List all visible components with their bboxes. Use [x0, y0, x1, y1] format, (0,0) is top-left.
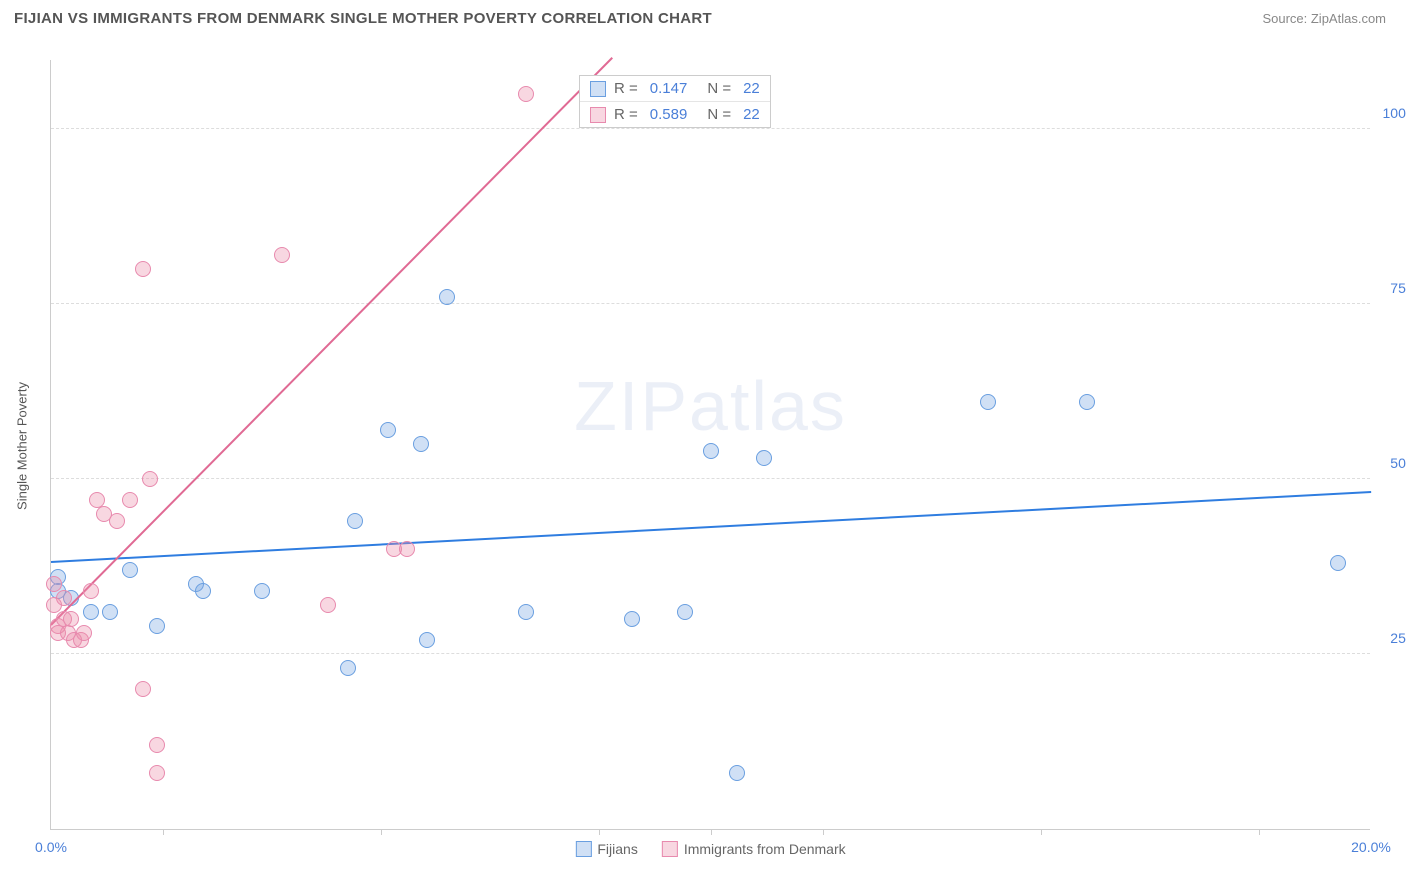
n-label: N =: [707, 106, 731, 123]
data-point: [980, 394, 996, 410]
n-value: 22: [743, 106, 760, 123]
correlation-row: R = 0.589 N = 22: [580, 102, 770, 127]
data-point: [1079, 394, 1095, 410]
data-point: [122, 492, 138, 508]
x-tick: [1041, 829, 1042, 835]
series-legend-item: Immigrants from Denmark: [662, 841, 846, 857]
data-point: [46, 576, 62, 592]
data-point: [413, 436, 429, 452]
legend-swatch: [590, 81, 606, 97]
x-tick: [599, 829, 600, 835]
y-tick-label: 50.0%: [1390, 455, 1406, 471]
x-tick: [1259, 829, 1260, 835]
n-label: N =: [707, 80, 731, 97]
series-label: Fijians: [597, 841, 637, 857]
y-axis-label: Single Mother Poverty: [15, 382, 30, 510]
scatter-chart: ZIPatlas 25.0%50.0%75.0%100.0%0.0%20.0%R…: [50, 60, 1370, 830]
n-value: 22: [743, 80, 760, 97]
source-attribution: Source: ZipAtlas.com: [1262, 11, 1386, 26]
regression-line: [51, 491, 1371, 563]
data-point: [1330, 555, 1346, 571]
data-point: [149, 737, 165, 753]
regression-line: [50, 57, 612, 625]
data-point: [729, 765, 745, 781]
data-point: [76, 625, 92, 641]
y-tick-label: 100.0%: [1383, 105, 1406, 121]
chart-title: FIJIAN VS IMMIGRANTS FROM DENMARK SINGLE…: [14, 10, 712, 27]
x-tick: [823, 829, 824, 835]
data-point: [703, 443, 719, 459]
series-label: Immigrants from Denmark: [684, 841, 846, 857]
data-point: [56, 590, 72, 606]
data-point: [83, 604, 99, 620]
data-point: [135, 261, 151, 277]
data-point: [102, 604, 118, 620]
data-point: [439, 289, 455, 305]
legend-swatch: [590, 107, 606, 123]
data-point: [274, 247, 290, 263]
y-tick-label: 75.0%: [1390, 280, 1406, 296]
r-value: 0.147: [650, 80, 688, 97]
data-point: [320, 597, 336, 613]
data-point: [380, 422, 396, 438]
series-legend-item: Fijians: [575, 841, 637, 857]
data-point: [109, 513, 125, 529]
series-legend: Fijians Immigrants from Denmark: [575, 841, 845, 857]
correlation-legend: R = 0.147 N = 22 R = 0.589 N = 22: [579, 75, 771, 128]
data-point: [149, 765, 165, 781]
data-point: [63, 611, 79, 627]
data-point: [122, 562, 138, 578]
chart-header: FIJIAN VS IMMIGRANTS FROM DENMARK SINGLE…: [0, 0, 1406, 33]
correlation-row: R = 0.147 N = 22: [580, 76, 770, 102]
data-point: [149, 618, 165, 634]
data-point: [83, 583, 99, 599]
r-value: 0.589: [650, 106, 688, 123]
data-point: [518, 604, 534, 620]
data-point: [399, 541, 415, 557]
data-point: [624, 611, 640, 627]
r-label: R =: [614, 106, 638, 123]
r-label: R =: [614, 80, 638, 97]
data-point: [756, 450, 772, 466]
legend-swatch: [662, 841, 678, 857]
legend-swatch: [575, 841, 591, 857]
data-point: [142, 471, 158, 487]
data-point: [340, 660, 356, 676]
data-point: [347, 513, 363, 529]
x-tick-label: 0.0%: [35, 839, 67, 855]
gridline: [51, 653, 1370, 654]
x-tick: [163, 829, 164, 835]
gridline: [51, 478, 1370, 479]
data-point: [135, 681, 151, 697]
x-tick: [381, 829, 382, 835]
data-point: [419, 632, 435, 648]
data-point: [254, 583, 270, 599]
gridline: [51, 303, 1370, 304]
data-point: [677, 604, 693, 620]
data-point: [518, 86, 534, 102]
x-tick-label: 20.0%: [1351, 839, 1391, 855]
x-tick: [711, 829, 712, 835]
watermark: ZIPatlas: [574, 366, 847, 446]
y-tick-label: 25.0%: [1390, 630, 1406, 646]
data-point: [195, 583, 211, 599]
